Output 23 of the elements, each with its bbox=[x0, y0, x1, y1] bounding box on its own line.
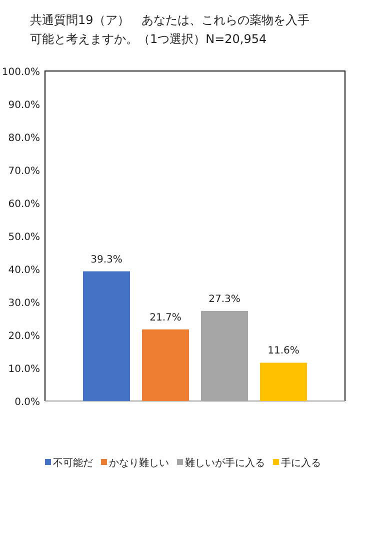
legend-label: かなり難しい bbox=[109, 457, 169, 469]
y-tick-label: 10.0% bbox=[8, 364, 40, 375]
legend-label: 手に入る bbox=[281, 457, 321, 469]
y-tick-label: 30.0% bbox=[8, 298, 40, 309]
y-tick-label: 50.0% bbox=[8, 232, 40, 243]
data-label: 21.7% bbox=[150, 312, 182, 324]
bar bbox=[142, 329, 189, 401]
y-tick-label: 60.0% bbox=[8, 199, 40, 210]
y-tick-label: 20.0% bbox=[8, 331, 40, 342]
y-tick-label: 70.0% bbox=[8, 166, 40, 177]
title: 共通質問19（ア） あなたは、これらの薬物を入手可能と考えますか。（1つ選択）N=20,954 bbox=[30, 13, 310, 46]
legend-label: 不可能だ bbox=[53, 457, 93, 469]
bar bbox=[83, 271, 130, 401]
data-label: 27.3% bbox=[208, 294, 240, 305]
data-label: 39.3% bbox=[90, 254, 122, 266]
y-tick-label: 0.0% bbox=[14, 397, 40, 408]
bar bbox=[260, 362, 307, 401]
data-label: 11.6% bbox=[268, 346, 300, 357]
y-tick-label: 90.0% bbox=[8, 100, 40, 111]
y-tick-label: 100.0% bbox=[2, 67, 40, 78]
legend-label: 難しいが手に入る bbox=[185, 457, 265, 469]
y-tick-label: 40.0% bbox=[8, 265, 40, 276]
y-tick-label: 80.0% bbox=[8, 133, 40, 144]
